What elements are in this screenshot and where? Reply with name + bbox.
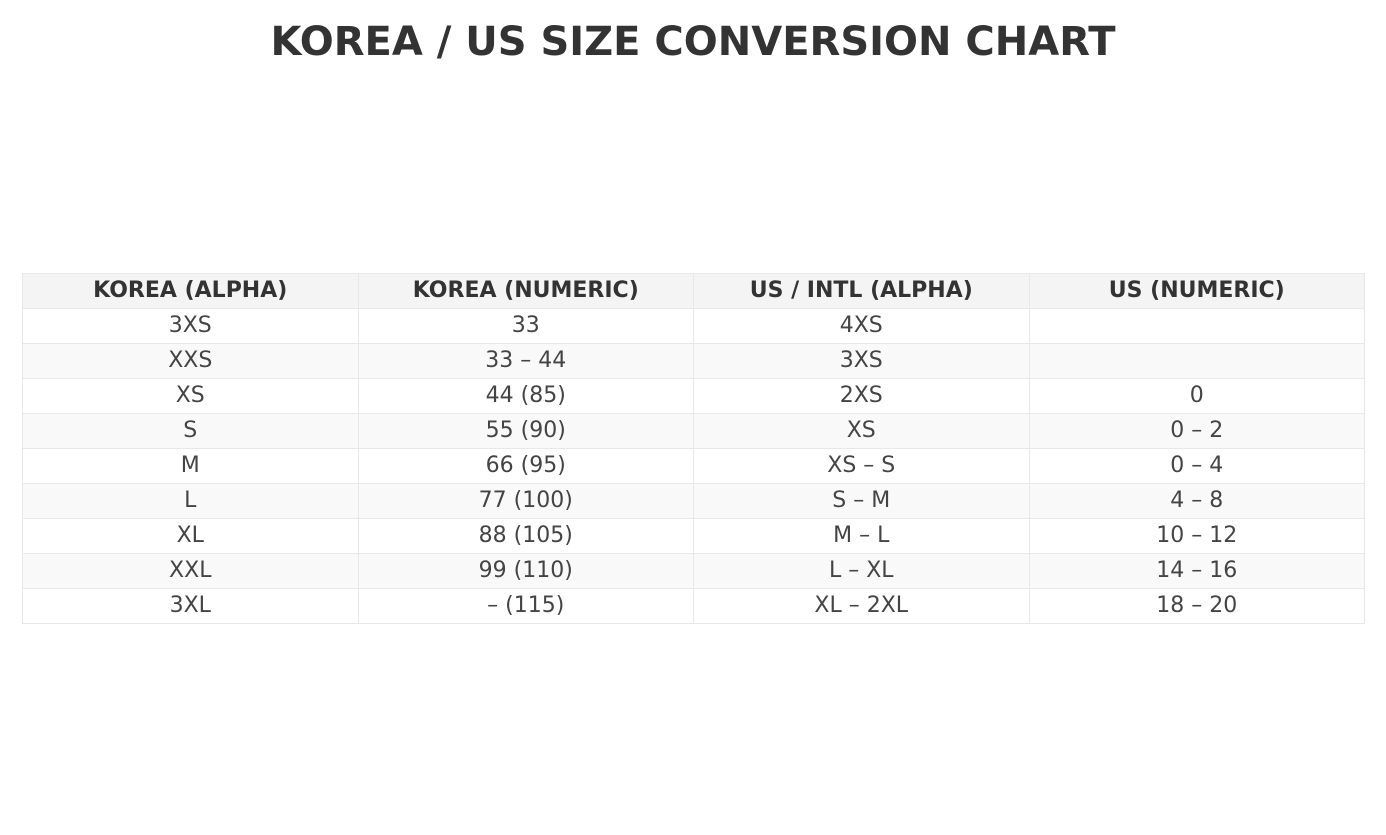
table-cell: 88 (105) <box>357 518 694 554</box>
table-row: XXS 33 – 44 3XS <box>22 343 1365 379</box>
table-cell: XXS <box>22 343 359 379</box>
table-cell: 0 – 2 <box>1028 413 1365 449</box>
table-row: 3XS 33 4XS <box>22 308 1365 344</box>
table-cell: XL <box>22 518 359 554</box>
table-cell: XXL <box>22 553 359 589</box>
size-conversion-table: KOREA (ALPHA) KOREA (NUMERIC) US / INTL (A… <box>22 273 1365 624</box>
table-cell: 77 (100) <box>357 483 694 519</box>
table-cell: 66 (95) <box>357 448 694 484</box>
table-cell: S <box>22 413 359 449</box>
table-cell <box>1028 343 1365 379</box>
table-cell: XS – S <box>693 448 1030 484</box>
table-cell: L – XL <box>693 553 1030 589</box>
column-header: KOREA (NUMERIC) <box>357 273 694 309</box>
table-cell: 3XS <box>22 308 359 344</box>
table-cell: 14 – 16 <box>1028 553 1365 589</box>
table-cell: 3XS <box>693 343 1030 379</box>
table-cell: S – M <box>693 483 1030 519</box>
table-cell: 4 – 8 <box>1028 483 1365 519</box>
table-cell: 4XS <box>693 308 1030 344</box>
table-row: S 55 (90) XS 0 – 2 <box>22 413 1365 449</box>
table-cell: 0 – 4 <box>1028 448 1365 484</box>
table-header-row: KOREA (ALPHA) KOREA (NUMERIC) US / INTL (A… <box>22 273 1365 309</box>
column-header: US (NUMERIC) <box>1028 273 1365 309</box>
table-cell: 55 (90) <box>357 413 694 449</box>
column-header: KOREA (ALPHA) <box>22 273 359 309</box>
table-row: XL 88 (105) M – L 10 – 12 <box>22 518 1365 554</box>
column-header: US / INTL (ALPHA) <box>693 273 1030 309</box>
table-cell: 10 – 12 <box>1028 518 1365 554</box>
table-row: 3XL – (115) XL – 2XL 18 – 20 <box>22 588 1365 624</box>
table-cell: 44 (85) <box>357 378 694 414</box>
chart-title: KOREA / US SIZE CONVERSION CHART <box>270 19 1116 65</box>
table-cell: M <box>22 448 359 484</box>
table-cell: 18 – 20 <box>1028 588 1365 624</box>
table-cell: XL – 2XL <box>693 588 1030 624</box>
table-cell: 3XL <box>22 588 359 624</box>
table-body: 3XS 33 4XS XXS 33 – 44 3XS XS 44 (85) 2XS 0 S 55 (9… <box>22 308 1365 624</box>
table-cell: – (115) <box>357 588 694 624</box>
table-cell: 99 (110) <box>357 553 694 589</box>
table-cell: 0 <box>1028 378 1365 414</box>
table-row: XS 44 (85) 2XS 0 <box>22 378 1365 414</box>
table-cell: 33 – 44 <box>357 343 694 379</box>
table-cell: XS <box>22 378 359 414</box>
table-cell: 33 <box>357 308 694 344</box>
table-cell: M – L <box>693 518 1030 554</box>
table-cell: XS <box>693 413 1030 449</box>
table-cell: L <box>22 483 359 519</box>
table-row: XXL 99 (110) L – XL 14 – 16 <box>22 553 1365 589</box>
table-cell <box>1028 308 1365 344</box>
table-cell: 2XS <box>693 378 1030 414</box>
